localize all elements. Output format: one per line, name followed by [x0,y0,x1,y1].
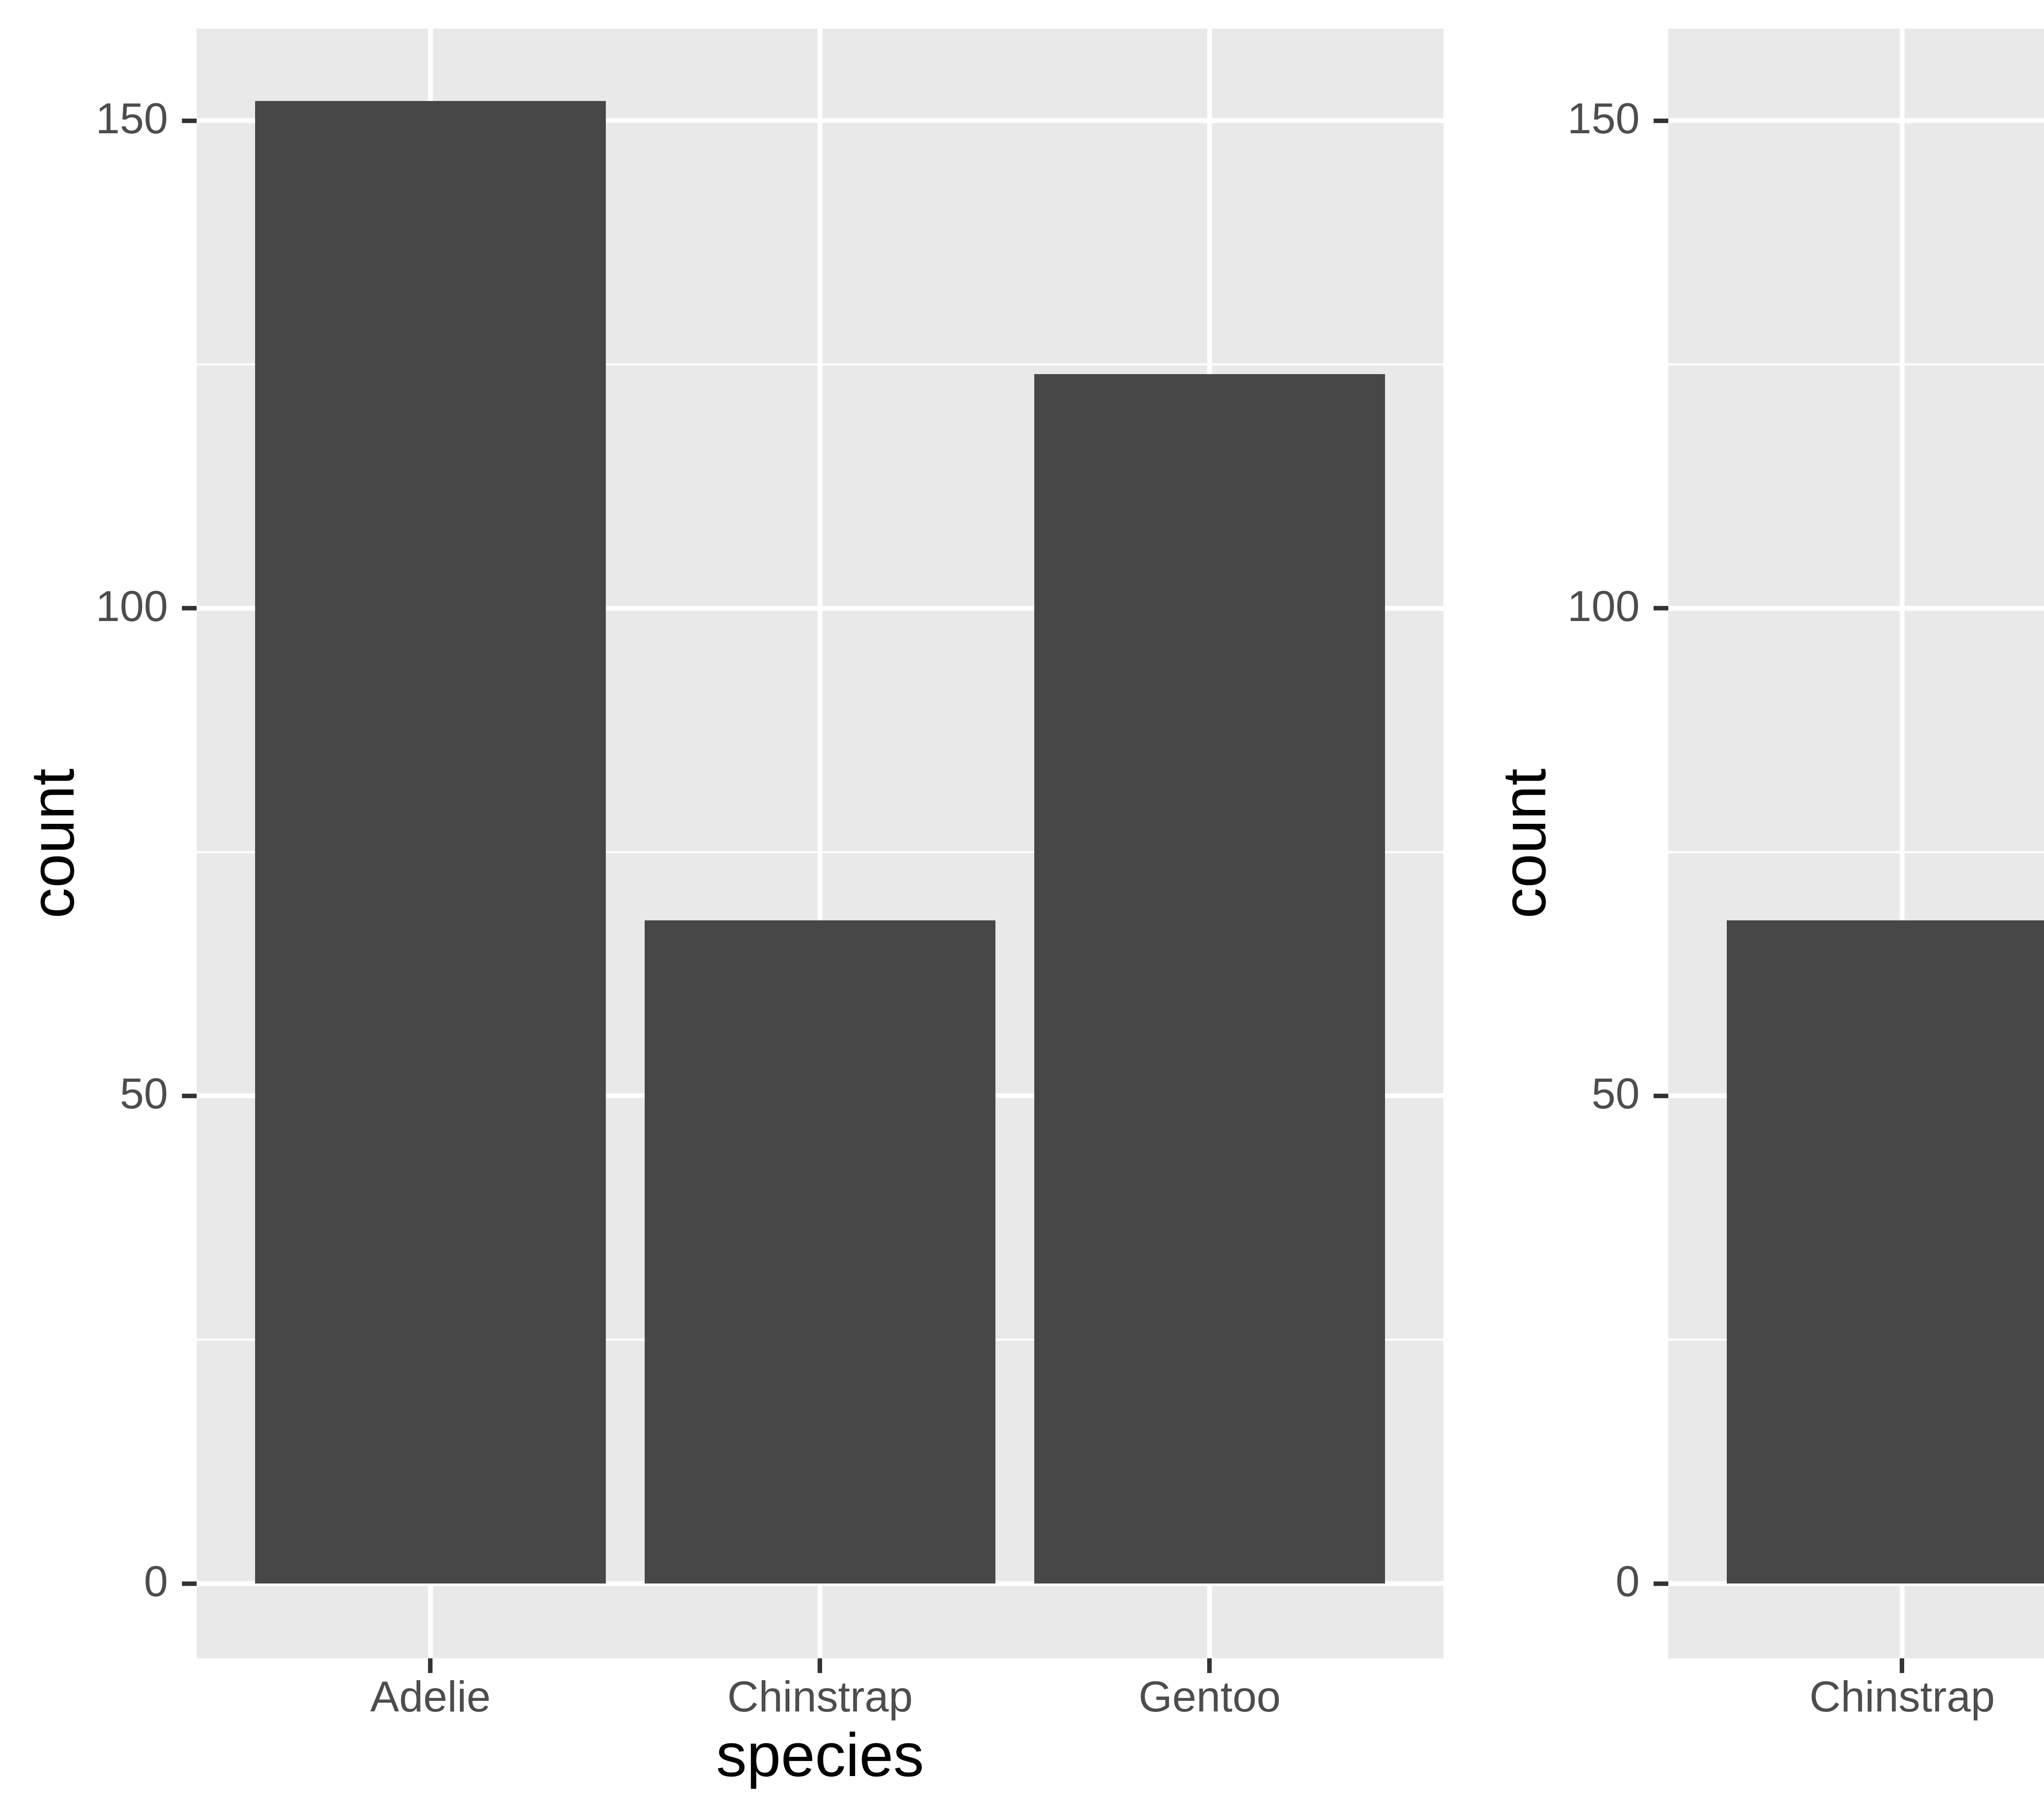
x-axis-title: species [716,1720,924,1789]
y-axis-title: count [1490,768,1558,919]
bar-chinstrap [645,920,995,1583]
y-tick-mark [182,1581,197,1586]
x-tick-mark [818,1658,822,1673]
y-tick-mark [1654,1094,1668,1098]
y-tick-mark [1654,119,1668,123]
y-tick-label: 0 [1616,1557,1640,1606]
x-tick-mark [1207,1658,1212,1673]
plot-panel [197,29,1443,1658]
y-tick-label: 0 [144,1557,168,1606]
bar-chinstrap [1727,920,2044,1583]
y-tick-label: 100 [1567,582,1640,630]
y-tick-mark [182,1094,197,1098]
y-axis-title: count [18,768,87,919]
x-tick-label: Gentoo [1139,1673,1281,1721]
y-tick-label: 150 [96,94,168,143]
gridline-minor [1668,851,2044,853]
x-tick-mark [1900,1658,1904,1673]
gridline-major [1668,606,2044,611]
plot-panel [1668,29,2044,1658]
bar-chart-right: count species 050100150ChinstrapGentooAd… [1472,0,2044,1819]
bar-chart-left: count species 0 50 100 150 Adelie Chinstrap Ge… [18,29,1443,1789]
x-tick-label: Adelie [370,1673,491,1721]
y-tick-label: 50 [1591,1070,1640,1118]
gridline-major [1668,118,2044,123]
y-tick-label: 50 [120,1070,168,1118]
bar-gentoo [1034,374,1385,1583]
y-tick-mark [182,119,197,123]
gridline-minor [1668,363,2044,366]
y-tick-mark [182,606,197,610]
y-tick-label: 100 [96,582,168,630]
bar-adelie [255,101,606,1583]
x-tick-label: Chinstrap [727,1673,913,1721]
x-tick-label: Chinstrap [1809,1673,1995,1721]
y-tick-mark [1654,606,1668,610]
y-tick-label: 150 [1567,94,1640,143]
x-tick-mark [428,1658,433,1673]
y-tick-mark [1654,1581,1668,1586]
